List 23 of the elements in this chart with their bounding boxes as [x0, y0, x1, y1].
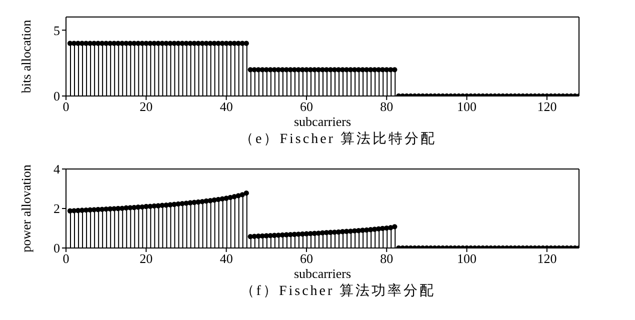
y-tick-label: 0 — [54, 240, 60, 256]
x-tick-label: 40 — [220, 99, 233, 114]
y-tick-label: 5 — [54, 22, 60, 38]
y-axis-title: power allovation — [18, 164, 34, 252]
x-tick-label: 60 — [300, 99, 313, 114]
text: （f）Fischer 算法功率分配 — [240, 284, 436, 299]
text: （e）Fischer 算法比特分配 — [240, 132, 436, 147]
x-tick-label: 100 — [457, 251, 477, 266]
x-tick-label: 80 — [380, 251, 394, 266]
x-tick-label: 20 — [140, 251, 153, 266]
x-axis-title: subcarriers — [294, 114, 352, 129]
x-axis-title: subcarriers — [294, 266, 352, 281]
x-tick-label: 80 — [380, 99, 394, 114]
y-tick-label: 4 — [54, 162, 60, 177]
y-tick-label: 2 — [54, 201, 60, 216]
x-tick-label: 120 — [537, 99, 557, 114]
y-axis-title: bits allocation — [18, 19, 34, 94]
x-tick-label: 60 — [300, 251, 313, 266]
x-tick-label: 120 — [537, 251, 557, 266]
y-tick-label: 0 — [54, 88, 60, 104]
x-tick-label: 20 — [140, 99, 153, 114]
x-tick-label: 100 — [457, 99, 477, 114]
x-tick-label: 40 — [220, 251, 233, 266]
